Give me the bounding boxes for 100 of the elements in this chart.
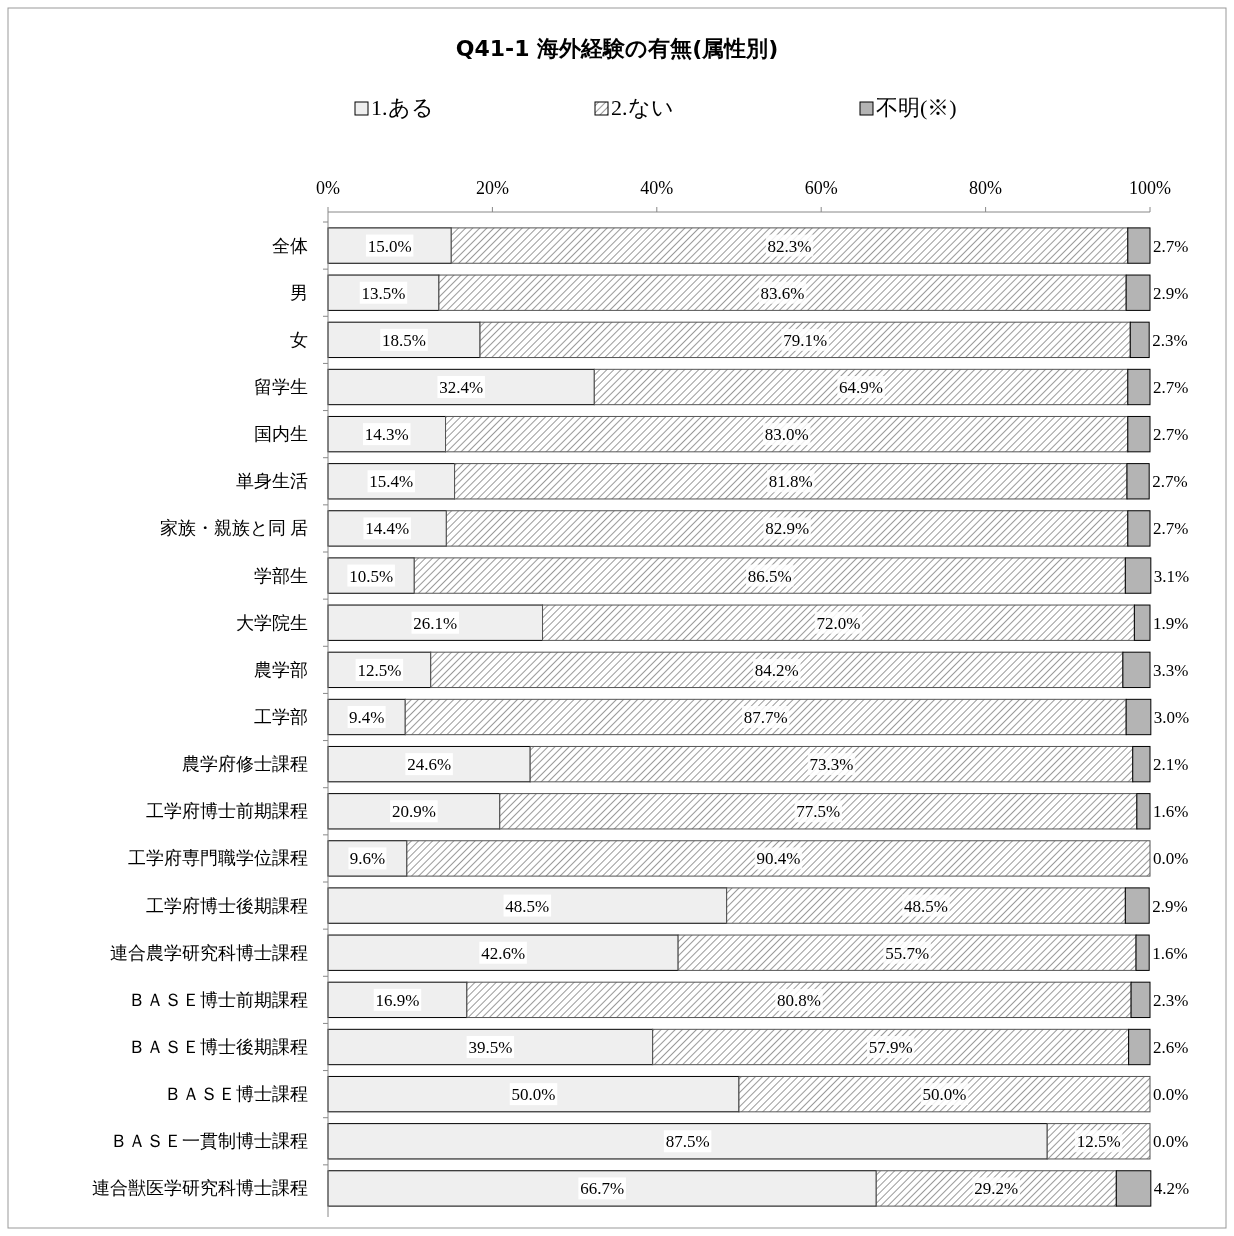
y-tick-label: 留学生 bbox=[254, 377, 308, 397]
data-label: 12.5% bbox=[357, 660, 402, 680]
bar bbox=[454, 463, 1128, 500]
bar bbox=[466, 981, 1132, 1019]
data-label: 2.3% bbox=[1153, 990, 1189, 1010]
bar bbox=[327, 934, 679, 971]
x-tick-label: 20% bbox=[475, 178, 509, 198]
data-label: 2.7% bbox=[1153, 425, 1189, 445]
data-label: 2.3% bbox=[1152, 330, 1188, 350]
data-label: 79.1% bbox=[783, 330, 828, 350]
bar bbox=[593, 368, 1129, 406]
data-label: 90.4% bbox=[756, 849, 801, 869]
bar bbox=[1126, 463, 1150, 500]
data-label: 0.0% bbox=[1153, 849, 1189, 869]
bar bbox=[327, 1075, 740, 1113]
bar bbox=[327, 887, 728, 924]
data-label: 2.9% bbox=[1152, 896, 1188, 916]
y-tick-label: 工学部 bbox=[254, 707, 308, 727]
y-tick-label: 農学府修士課程 bbox=[182, 754, 308, 775]
bar bbox=[327, 1123, 1048, 1160]
bar bbox=[1122, 651, 1151, 689]
data-label: 48.5% bbox=[505, 896, 550, 916]
data-label: 57.9% bbox=[868, 1038, 913, 1057]
data-label: 2.7% bbox=[1152, 472, 1188, 492]
bar bbox=[445, 510, 1129, 547]
data-label: 4.2% bbox=[1153, 1179, 1190, 1199]
data-label: 12.5% bbox=[1076, 1132, 1121, 1152]
bar bbox=[327, 1028, 654, 1066]
data-label: 73.3% bbox=[809, 755, 854, 775]
y-tick-label: 工学府博士後期課程 bbox=[146, 895, 308, 916]
y-tick-label: 連合獣医学研究科博士課程 bbox=[92, 1178, 308, 1199]
data-label: 83.0% bbox=[764, 425, 809, 445]
data-label: 42.6% bbox=[481, 943, 526, 963]
bar bbox=[327, 368, 595, 406]
data-label: 2.7% bbox=[1153, 378, 1189, 397]
bar bbox=[1135, 934, 1150, 971]
bar bbox=[1115, 1170, 1152, 1207]
bar bbox=[1124, 557, 1152, 594]
data-label: 66.7% bbox=[580, 1179, 625, 1199]
bar bbox=[1128, 1028, 1151, 1066]
data-label: 2.7% bbox=[1153, 236, 1189, 256]
y-tick-label: 男 bbox=[290, 282, 308, 303]
data-label: 48.5% bbox=[904, 896, 948, 916]
data-label: 0.0% bbox=[1153, 1085, 1189, 1105]
data-label: 16.9% bbox=[375, 990, 420, 1010]
bar bbox=[450, 227, 1129, 264]
chart-title: Q41-1 海外経験の有無(属性別) bbox=[455, 36, 779, 61]
bar bbox=[677, 934, 1137, 971]
data-label: 1.6% bbox=[1153, 802, 1189, 822]
bar bbox=[1124, 887, 1150, 924]
data-label: 13.5% bbox=[361, 283, 406, 303]
data-label: 39.5% bbox=[468, 1038, 513, 1057]
y-tick-label: ＢＡＳＥ博士課程 bbox=[164, 1084, 308, 1105]
y-tick-label: 全体 bbox=[272, 235, 308, 256]
bar bbox=[1130, 981, 1151, 1019]
y-tick-label: 大学院生 bbox=[236, 612, 308, 633]
x-tick-label: 100% bbox=[1129, 178, 1171, 198]
bar bbox=[1132, 745, 1151, 783]
bar bbox=[413, 557, 1126, 594]
y-tick-label: ＢＡＳＥ一貫制博士課程 bbox=[110, 1131, 308, 1152]
x-tick-label: 60% bbox=[804, 178, 838, 198]
bar bbox=[1127, 510, 1151, 547]
data-label: 87.5% bbox=[665, 1132, 710, 1152]
data-label: 55.7% bbox=[885, 943, 930, 963]
data-label: 14.3% bbox=[364, 425, 409, 445]
data-label: 3.3% bbox=[1153, 660, 1189, 680]
data-label: 18.5% bbox=[382, 330, 426, 350]
y-tick-label: 学部生 bbox=[254, 565, 308, 586]
data-label: 10.5% bbox=[349, 566, 394, 586]
data-label: 3.0% bbox=[1153, 708, 1190, 727]
data-label: 80.8% bbox=[777, 990, 821, 1010]
x-tick-label: 80% bbox=[969, 178, 1003, 198]
data-label: 72.0% bbox=[816, 613, 861, 633]
bar bbox=[1133, 604, 1151, 641]
bar bbox=[1127, 368, 1151, 406]
bar bbox=[1136, 793, 1151, 830]
bar bbox=[479, 321, 1131, 359]
data-label: 86.5% bbox=[747, 566, 792, 586]
data-label: 2.9% bbox=[1153, 283, 1189, 303]
bar bbox=[327, 1170, 877, 1207]
data-label: 20.9% bbox=[391, 802, 436, 822]
bar bbox=[499, 793, 1138, 830]
y-tick-label: 女 bbox=[290, 329, 308, 350]
bar bbox=[726, 887, 1126, 924]
bar bbox=[430, 651, 1124, 689]
bar bbox=[404, 698, 1127, 736]
bar bbox=[445, 415, 1129, 453]
data-label: 32.4% bbox=[439, 378, 484, 397]
y-tick-label: 農学部 bbox=[254, 659, 308, 680]
bar bbox=[1125, 698, 1152, 736]
data-label: 84.2% bbox=[754, 660, 799, 680]
data-label: 15.0% bbox=[367, 236, 412, 256]
bar bbox=[406, 840, 1151, 877]
data-label: 9.4% bbox=[348, 708, 385, 727]
data-label: 1.9% bbox=[1153, 613, 1189, 633]
bar bbox=[1129, 321, 1150, 359]
bar bbox=[1125, 274, 1151, 311]
y-tick-label: 家族・親族と同 居 bbox=[159, 518, 308, 539]
legend-label: 2.ない bbox=[611, 95, 674, 120]
data-label: 82.9% bbox=[765, 519, 810, 539]
